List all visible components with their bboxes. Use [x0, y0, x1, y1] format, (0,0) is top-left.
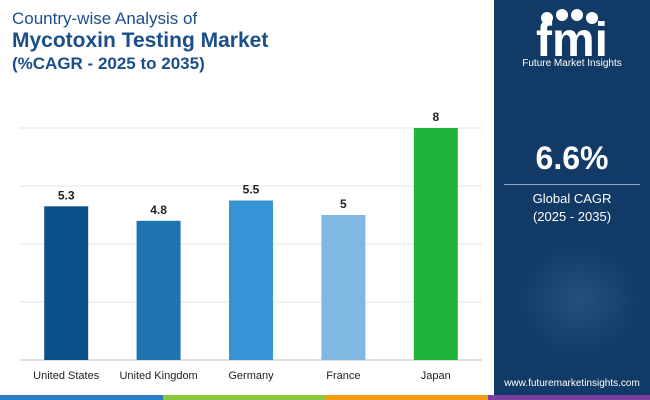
x-tick-label: United States	[33, 370, 100, 382]
website-link[interactable]: www.futuremarketinsights.com	[504, 378, 640, 389]
cagr-label-line1: Global CAGR	[532, 191, 612, 206]
bar	[136, 220, 181, 360]
cagr-divider	[504, 184, 640, 185]
x-tick-label: United Kingdom	[119, 370, 197, 382]
bottom-color-strip	[0, 395, 650, 400]
cagr-label-line2: (2025 - 2035)	[532, 209, 612, 224]
strip-segment-green	[162, 395, 325, 400]
bar	[229, 200, 273, 360]
strip-segment-orange	[325, 395, 488, 400]
global-cagr-label: Global CAGR (2025 - 2035)	[494, 190, 650, 226]
logo-dot-icon	[571, 9, 583, 21]
title-subheading: Country-wise Analysis of	[12, 9, 198, 28]
data-label: 8	[432, 110, 439, 124]
chart-title-block: Country-wise Analysis of Mycotoxin Testi…	[12, 8, 268, 74]
x-tick-label: France	[326, 370, 360, 382]
x-tick-label: Germany	[228, 370, 274, 382]
logo-dot-icon	[541, 12, 553, 24]
panel-glow	[514, 240, 644, 360]
fmi-logo: fmi	[536, 9, 608, 67]
bar-chart: 5.3 United States 4.8 United Kingdom 5.5 Germ…	[20, 110, 482, 382]
bar	[44, 206, 89, 360]
chart-title: Mycotoxin Testing Market	[12, 29, 269, 52]
chart-subtitle: (%CAGR - 2025 to 2035)	[12, 54, 205, 73]
data-label: 5.3	[58, 188, 75, 202]
logo-dot-icon	[556, 9, 568, 21]
data-label: 5.5	[243, 183, 260, 197]
bar	[321, 215, 366, 360]
strip-segment-purple	[487, 395, 650, 400]
side-panel: fmi Future Market Insights 6.6% Global C…	[494, 0, 650, 400]
data-label: 4.8	[150, 203, 167, 217]
brand-name: Future Market Insights	[522, 58, 622, 69]
bar	[413, 128, 458, 360]
strip-segment-blue	[0, 395, 163, 400]
global-cagr-value: 6.6%	[535, 140, 609, 176]
x-tick-label: Japan	[421, 370, 451, 382]
data-label: 5	[340, 197, 347, 211]
logo-dot-icon	[586, 12, 598, 24]
